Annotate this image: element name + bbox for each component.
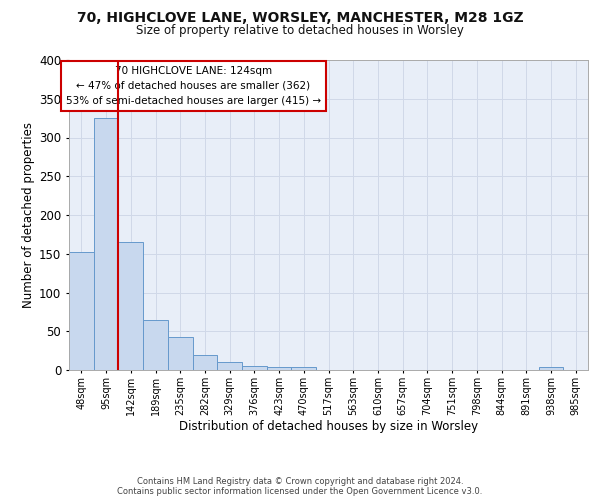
Text: Contains HM Land Registry data © Crown copyright and database right 2024.
Contai: Contains HM Land Registry data © Crown c… (118, 476, 482, 496)
Bar (267, 367, 292, 370)
Bar (69, 252, 94, 370)
Bar (118, 242, 143, 370)
Y-axis label: Number of detached properties: Number of detached properties (22, 122, 35, 308)
X-axis label: Distribution of detached houses by size in Worsley: Distribution of detached houses by size … (179, 420, 478, 434)
Bar (539, 367, 563, 370)
Bar (292, 367, 316, 370)
Bar (168, 336, 193, 370)
Bar (217, 362, 242, 370)
Text: 70, HIGHCLOVE LANE, WORSLEY, MANCHESTER, M28 1GZ: 70, HIGHCLOVE LANE, WORSLEY, MANCHESTER,… (77, 11, 523, 25)
Bar (94, 118, 118, 370)
Bar (193, 354, 217, 370)
Bar (242, 366, 267, 370)
Text: Size of property relative to detached houses in Worsley: Size of property relative to detached ho… (136, 24, 464, 37)
Text: 70 HIGHCLOVE LANE: 124sqm
← 47% of detached houses are smaller (362)
53% of semi: 70 HIGHCLOVE LANE: 124sqm ← 47% of detac… (66, 66, 321, 106)
Bar (143, 320, 168, 370)
